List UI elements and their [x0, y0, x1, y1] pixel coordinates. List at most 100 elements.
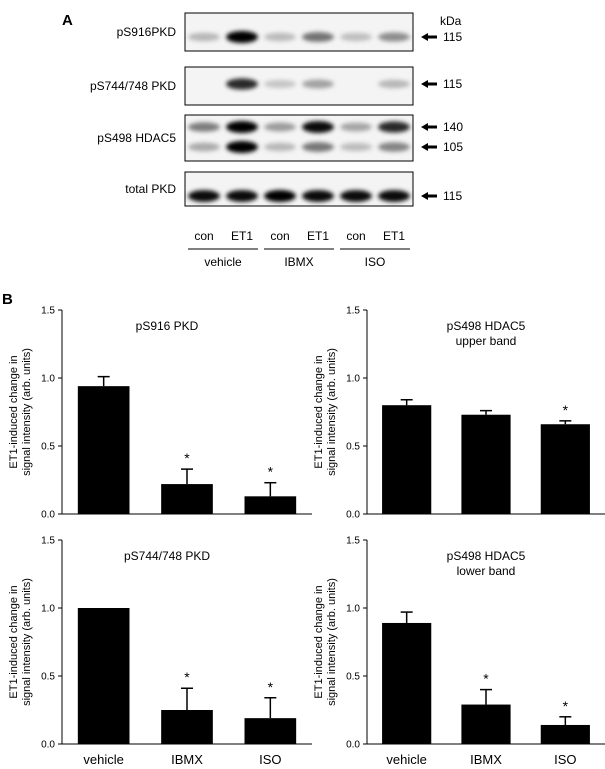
y-axis-label-line: signal intensity (arb. units) — [326, 348, 338, 476]
category-label: vehicle — [83, 752, 123, 767]
bar-chart: 0.0 0.5 1.0 1.5 ET1-induced change insignal … — [313, 536, 605, 767]
blot-band — [302, 190, 334, 202]
y-axis-label: ET1-induced change insignal intensity (a… — [313, 578, 338, 706]
blot-label: total PKD — [125, 182, 176, 196]
blot-band — [264, 190, 296, 202]
western-blot-panel: pS916PKD 115 pS744/748 PKD 115 pS498 HDAC5 14… — [90, 12, 463, 269]
category-label: vehicle — [386, 752, 426, 767]
bar — [382, 622, 432, 744]
y-tick-label: 0.5 — [346, 442, 360, 453]
category-label: ISO — [554, 752, 576, 767]
lane-label: con — [346, 229, 365, 243]
arrow-icon — [421, 33, 437, 41]
blot-band — [378, 121, 410, 133]
blot-label: pS498 HDAC5 — [97, 131, 176, 145]
bar — [540, 724, 590, 744]
blot-band — [340, 122, 372, 132]
group-label: ISO — [365, 255, 386, 269]
kda-marker-label: 105 — [443, 140, 463, 154]
arrow-icon — [421, 192, 437, 200]
blot-band — [378, 190, 410, 202]
chart-title: pS498 HDAC5 lower band — [447, 549, 526, 578]
y-tick-label: 0.0 — [41, 510, 55, 521]
y-axis-label: ET1-induced change insignal intensity (a… — [8, 578, 33, 706]
category-label: IBMX — [470, 752, 502, 767]
group-label: vehicle — [204, 255, 242, 269]
blot-label: pS744/748 PKD — [90, 79, 176, 93]
bar — [161, 710, 213, 744]
y-axis-label-line: ET1-induced change in — [8, 355, 20, 468]
blot-band — [340, 32, 372, 42]
blot-band — [340, 190, 372, 202]
panel-b-letter: B — [2, 291, 13, 308]
blot-band — [226, 78, 258, 90]
blot-band — [264, 122, 296, 132]
y-axis-label-line: ET1-induced change in — [313, 355, 325, 468]
blot-band — [226, 190, 258, 202]
blot-band — [378, 79, 410, 89]
y-axis-label: ET1-induced change insignal intensity (a… — [8, 348, 33, 476]
y-tick-label: 1.0 — [346, 604, 360, 615]
arrow-icon — [421, 80, 437, 88]
bar — [77, 608, 130, 744]
blot-band — [340, 142, 372, 152]
blot-frame — [184, 12, 414, 52]
significance-mark: * — [268, 679, 274, 695]
blot-band — [302, 121, 334, 133]
arrow-icon — [421, 143, 437, 151]
blot-band — [188, 142, 220, 152]
blot-band — [188, 122, 220, 132]
blot-band — [188, 190, 220, 202]
bar — [244, 496, 297, 514]
chart-title-line: pS744/748 PKD — [124, 549, 210, 563]
bar — [382, 405, 432, 514]
significance-mark: * — [184, 669, 190, 685]
chart-title: pS744/748 PKD — [124, 549, 210, 563]
lane-label: con — [194, 229, 213, 243]
kda-marker-label: 140 — [443, 120, 463, 134]
bar — [461, 414, 511, 514]
kda-marker-label: 115 — [443, 30, 462, 44]
y-axis-label-line: ET1-induced change in — [313, 585, 325, 698]
chart-title-line: pS916 PKD — [136, 319, 199, 333]
y-tick-label: 1.5 — [41, 306, 55, 317]
bar — [244, 718, 297, 744]
lane-label: ET1 — [231, 229, 253, 243]
category-label: IBMX — [171, 752, 203, 767]
y-axis-label: ET1-induced change insignal intensity (a… — [313, 348, 338, 476]
blot-band — [302, 142, 334, 152]
y-tick-label: 0.0 — [346, 740, 360, 751]
blot-band — [378, 142, 410, 152]
significance-mark: * — [563, 698, 569, 714]
chart-title: pS498 HDAC5 upper band — [447, 319, 526, 348]
blot-band — [302, 79, 334, 89]
y-tick-label: 1.0 — [346, 374, 360, 385]
y-tick-label: 0.5 — [41, 442, 55, 453]
blot-band — [302, 32, 334, 42]
arrow-icon — [421, 123, 437, 131]
lane-label: ET1 — [383, 229, 405, 243]
blot-band — [264, 32, 296, 42]
category-label: ISO — [259, 752, 281, 767]
blot-band — [264, 142, 296, 152]
y-tick-label: 1.5 — [346, 536, 360, 547]
bar-chart: 0.0 0.5 1.0 1.5 ET1-induced change insignal … — [8, 536, 312, 767]
kda-unit-label: kDa — [440, 14, 462, 28]
chart-title-line: upper band — [456, 334, 517, 348]
y-tick-label: 0.0 — [346, 510, 360, 521]
bar-chart: 0.0 0.5 1.0 1.5 ET1-induced change insignal … — [313, 306, 605, 521]
y-tick-label: 1.0 — [41, 374, 55, 385]
blot-band — [226, 121, 258, 133]
significance-mark: * — [268, 464, 274, 480]
bar — [461, 704, 511, 744]
chart-title: pS916 PKD — [136, 319, 199, 333]
y-tick-label: 0.5 — [346, 672, 360, 683]
significance-mark: * — [483, 671, 489, 687]
blot-frame — [184, 114, 414, 162]
y-tick-label: 1.5 — [346, 306, 360, 317]
kda-marker-label: 115 — [443, 189, 462, 203]
blot-band — [226, 31, 258, 43]
kda-marker-label: 115 — [443, 77, 462, 91]
blot-band — [378, 32, 410, 42]
